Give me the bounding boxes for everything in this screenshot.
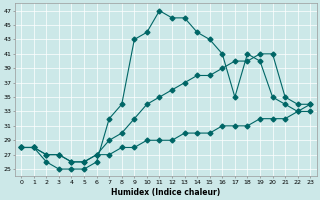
X-axis label: Humidex (Indice chaleur): Humidex (Indice chaleur): [111, 188, 220, 197]
